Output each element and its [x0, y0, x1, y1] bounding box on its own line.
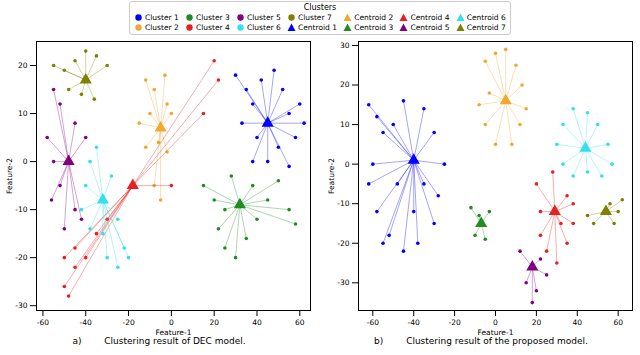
html-text:Cluster 3: Cluster 3 [196, 13, 230, 22]
svg-text:20: 20 [18, 61, 28, 70]
svg-text:-20: -20 [337, 239, 349, 248]
html-text:Cluster 2: Cluster 2 [145, 23, 179, 32]
html-text:a) Clustering result of DEC mo: a) Clustering result of DEC model. [72, 336, 246, 346]
svg-text:-20: -20 [448, 318, 460, 327]
svg-text:-20: -20 [122, 318, 134, 327]
html-text:Cluster 7: Cluster 7 [297, 13, 332, 22]
svg-text:-10: -10 [337, 199, 349, 208]
html-text:Clusters: Clusters [303, 3, 337, 12]
svg-text:Feature-2: Feature-2 [327, 158, 336, 194]
svg-text:-30: -30 [337, 278, 349, 287]
svg-text:-20: -20 [15, 253, 27, 262]
svg-text:Feature-1: Feature-1 [156, 328, 192, 337]
html-text:Cluster 6: Cluster 6 [247, 23, 281, 32]
html-text:Centroid 7: Centroid 7 [466, 23, 506, 32]
svg-text:0: 0 [493, 318, 498, 327]
svg-text:20: 20 [532, 318, 542, 327]
svg-text:30: 30 [340, 41, 350, 50]
html-text:Centroid 3: Centroid 3 [354, 23, 394, 32]
html-text:Centroid 4: Centroid 4 [410, 13, 450, 22]
svg-text:-10: -10 [15, 205, 27, 214]
html-text:Cluster 1: Cluster 1 [145, 13, 179, 22]
html-text:b) Clustering result of the pr: b) Clustering result of the proposed mod… [374, 336, 588, 346]
svg-text:60: 60 [295, 318, 305, 327]
svg-text:-40: -40 [80, 318, 92, 327]
svg-text:-60: -60 [367, 318, 379, 327]
svg-text:Feature-2: Feature-2 [5, 158, 14, 194]
svg-text:-30: -30 [15, 301, 27, 310]
html-text:Centroid 5: Centroid 5 [410, 23, 450, 32]
svg-text:-40: -40 [408, 318, 420, 327]
html-text:Centroid 6: Centroid 6 [466, 13, 506, 22]
html-text:Centroid 2: Centroid 2 [354, 13, 394, 22]
html-text:Centroid 1: Centroid 1 [297, 23, 337, 32]
svg-text:20: 20 [209, 318, 219, 327]
svg-text:0: 0 [169, 318, 174, 327]
html-text:Cluster 4: Cluster 4 [196, 23, 230, 32]
svg-text:0: 0 [345, 160, 350, 169]
svg-text:60: 60 [613, 318, 623, 327]
svg-text:Feature-1: Feature-1 [478, 328, 514, 337]
html-text:Cluster 5: Cluster 5 [247, 13, 281, 22]
svg-text:0: 0 [23, 157, 28, 166]
svg-text:20: 20 [340, 80, 350, 89]
svg-text:10: 10 [340, 120, 350, 129]
svg-text:10: 10 [18, 109, 28, 118]
svg-text:40: 40 [252, 318, 262, 327]
svg-text:-60: -60 [37, 318, 49, 327]
svg-text:40: 40 [573, 318, 583, 327]
